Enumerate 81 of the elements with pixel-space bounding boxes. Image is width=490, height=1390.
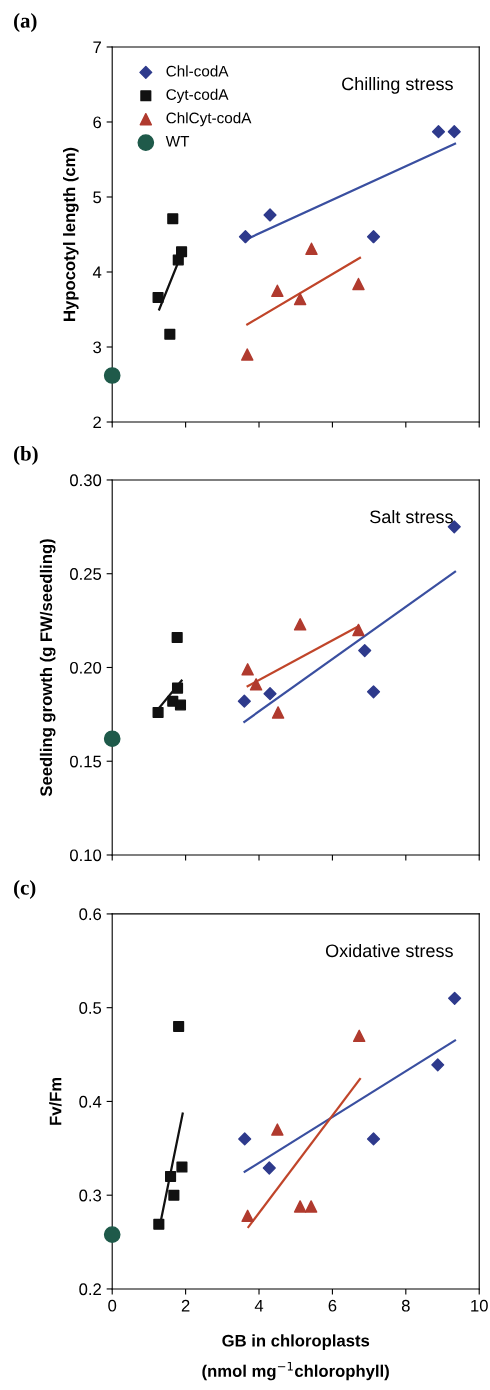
point	[167, 213, 179, 225]
y-tick-label: 0.20	[70, 661, 102, 674]
y-tick-label: 0.2	[79, 1283, 101, 1296]
x-tick-label: 6	[328, 1299, 337, 1312]
point	[103, 367, 121, 384]
point	[238, 1132, 252, 1146]
point	[271, 284, 284, 297]
legend-label: Cyt-codA	[166, 88, 229, 103]
point	[249, 678, 263, 691]
point	[366, 685, 381, 699]
point	[241, 1209, 254, 1223]
point	[448, 991, 462, 1005]
point	[366, 1132, 381, 1146]
point	[238, 230, 253, 244]
point	[241, 663, 254, 676]
annotation: Chilling stress	[342, 76, 453, 94]
point	[171, 631, 183, 644]
point	[271, 706, 285, 719]
y-axis-title: Seedling growth (g FW/seedling)	[39, 539, 56, 797]
point	[431, 125, 446, 139]
point	[304, 1200, 318, 1213]
x-tick-label: 4	[254, 1299, 264, 1312]
y-tick-label: 0.30	[70, 474, 102, 487]
chart-title: (b)	[14, 446, 38, 465]
point	[447, 125, 461, 139]
point	[366, 230, 381, 244]
point	[352, 1029, 366, 1043]
point	[165, 1170, 177, 1182]
chart-title: (c)	[14, 880, 36, 899]
x-axis-title: GB in chloroplasts (nmol mg$^{−1}$chlorophyll)	[202, 1334, 389, 1381]
chart-title: (a)	[14, 13, 37, 32]
point	[103, 1226, 121, 1243]
x-tick-label: 2	[181, 1299, 190, 1312]
x-tick-label: 0	[108, 1299, 117, 1312]
point	[152, 706, 164, 719]
point	[293, 1200, 307, 1213]
point	[173, 1020, 185, 1032]
y-tick-label: 0.10	[70, 849, 102, 862]
annotation: Salt stress	[370, 509, 453, 524]
point	[153, 1218, 165, 1230]
point	[263, 687, 277, 701]
point	[431, 1058, 445, 1072]
y-tick-label: 4	[92, 266, 102, 279]
point	[176, 1161, 188, 1173]
point	[152, 291, 164, 304]
point	[164, 328, 176, 340]
point	[171, 682, 184, 694]
point	[263, 208, 277, 222]
point	[293, 292, 307, 306]
annotation: Oxidative stress	[325, 943, 453, 958]
legend-label: Chl-codA	[166, 65, 229, 77]
x-tick-label: 8	[401, 1299, 410, 1312]
point	[168, 1189, 180, 1201]
y-tick-label: 0.15	[70, 755, 102, 768]
point	[174, 699, 187, 711]
point	[176, 246, 188, 258]
y-tick-label: 0.3	[79, 1189, 102, 1202]
point	[271, 1123, 284, 1136]
x-tick-label: 10	[471, 1299, 488, 1312]
point	[103, 730, 121, 748]
y-tick-label: 7	[93, 41, 101, 54]
y-tick-label: 0.5	[79, 1002, 102, 1014]
y-tick-label: 5	[93, 191, 102, 204]
point	[262, 1161, 276, 1175]
point	[352, 277, 365, 291]
point	[352, 623, 365, 637]
legend-label: ChlCyt-codA	[166, 112, 252, 127]
y-axis-title: Fv/Fm	[49, 1077, 62, 1125]
point	[241, 348, 254, 361]
y-tick-label: 0.6	[79, 908, 102, 921]
y-tick-label: 6	[93, 116, 102, 129]
y-tick-label: 0.25	[70, 568, 102, 580]
point	[237, 694, 251, 708]
y-tick-label: 3	[93, 341, 102, 354]
legend-label: WT	[165, 136, 190, 147]
point	[358, 644, 372, 658]
point	[293, 618, 307, 631]
y-tick-label: 2	[93, 416, 101, 429]
y-axis-title: Hypocotyl length (cm)	[63, 147, 79, 321]
point	[305, 242, 318, 255]
y-tick-label: 0.4	[79, 1095, 102, 1108]
